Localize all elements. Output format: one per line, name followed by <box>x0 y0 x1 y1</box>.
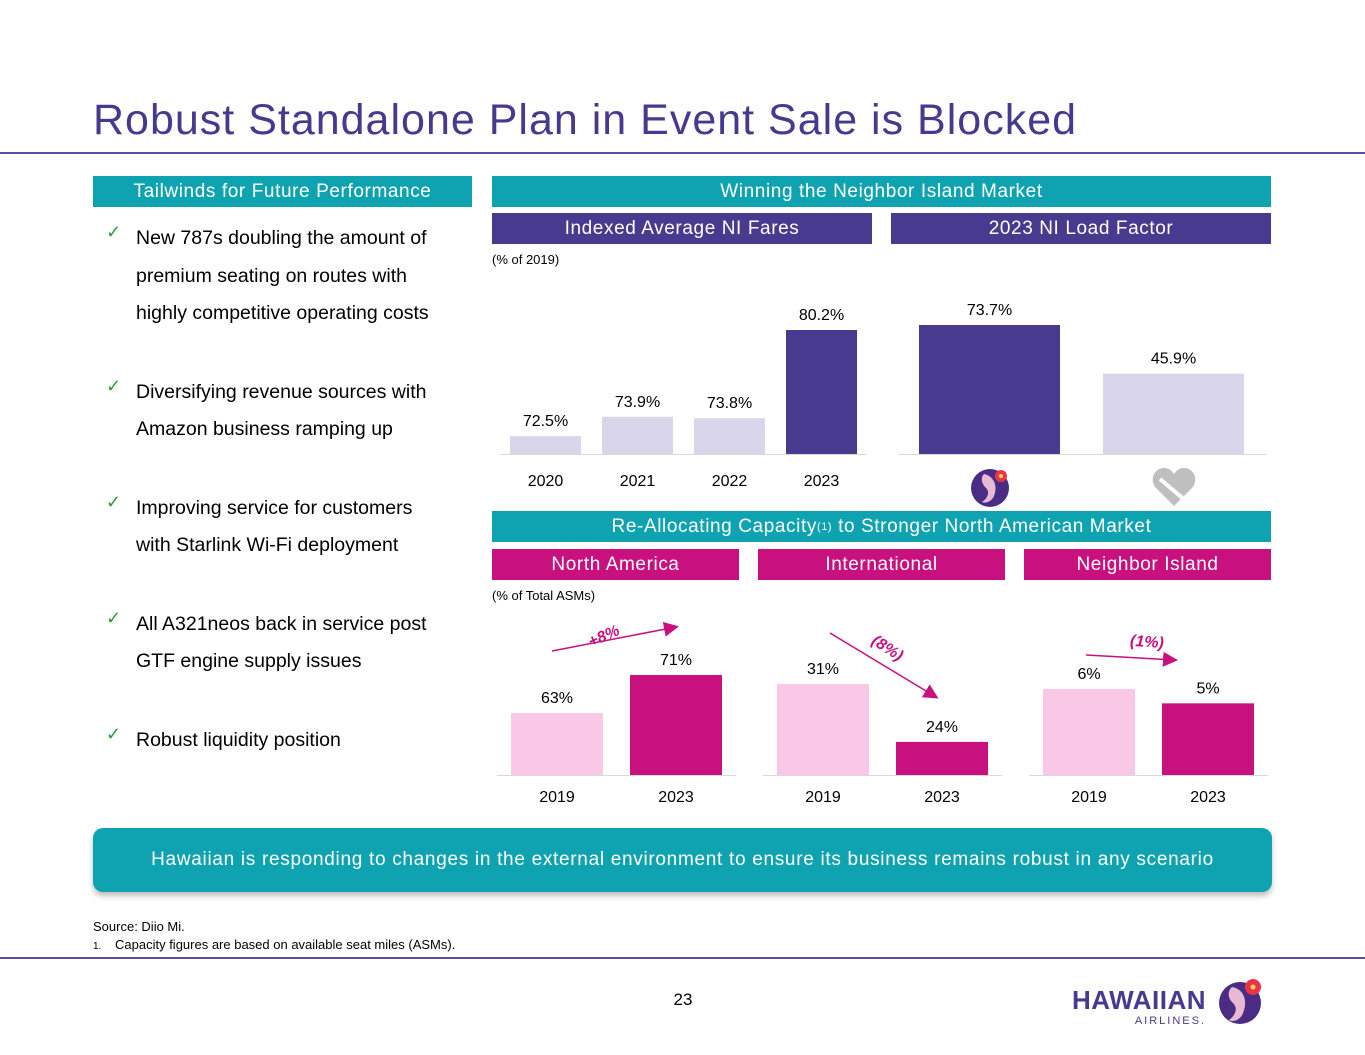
bar-2023 <box>1162 703 1254 775</box>
change-arrow <box>1085 651 1178 667</box>
fares-note: (% of 2019) <box>492 252 560 267</box>
capacity-header-post: to Stronger North American Market <box>832 515 1152 537</box>
bar-value-label: 73.8% <box>707 395 752 412</box>
bar-value-label: 63% <box>541 690 573 707</box>
check-icon: ✓ <box>106 222 122 242</box>
x-tick-label: 2023 <box>1190 789 1226 806</box>
footnote-ref: (1) <box>816 520 833 533</box>
bar-2021 <box>602 416 673 454</box>
x-tick-label: 2020 <box>528 473 564 490</box>
source-note: Source: Diio Mi. <box>93 919 185 934</box>
bar-value-label: 71% <box>660 652 692 669</box>
bar-hawaiian <box>919 325 1060 454</box>
reallocating-capacity-header: Re-Allocating Capacity (1) to Stronger No… <box>492 511 1271 542</box>
tailwind-bullet: ✓ Diversifying revenue sources with Amazon… <box>93 374 473 449</box>
north-america-header: North America <box>492 549 739 580</box>
bar-2023 <box>896 741 988 775</box>
bar-2023 <box>630 675 722 775</box>
bullet-line: New 787s doubling the amount of <box>136 227 427 249</box>
title-divider <box>0 152 1365 154</box>
x-tick-label: 2019 <box>1071 789 1107 806</box>
x-tick-label: 2021 <box>620 473 656 490</box>
bar-value-label: 45.9% <box>1151 351 1196 368</box>
x-tick-label: 2023 <box>804 473 840 490</box>
bar-2020 <box>510 436 581 454</box>
bar-2022 <box>694 418 765 454</box>
change-arrow <box>551 621 679 652</box>
hawaiian-airlines-logo: HAWAIIAN AIRLINES. <box>1072 985 1206 1027</box>
page-number: 23 <box>673 990 693 1009</box>
footnote-number: 1. <box>93 941 102 952</box>
footer-divider <box>0 957 1365 959</box>
x-tick-label: 2019 <box>539 789 575 806</box>
bar-value-label: 72.5% <box>523 413 568 430</box>
asm-note: (% of Total ASMs) <box>492 588 596 603</box>
bullet-line: GTF engine supply issues <box>136 650 362 672</box>
logo-mark-icon <box>1219 979 1261 1024</box>
bullet-line: All A321neos back in service post <box>136 612 427 635</box>
bar-value-label: 6% <box>1077 666 1100 683</box>
bar-competitor <box>1103 373 1244 454</box>
tailwind-bullet: ✓ Improving service for customers with Sta… <box>93 490 473 565</box>
check-icon: ✓ <box>106 491 122 512</box>
neighbor-island-sub-header: Neighbor Island <box>1024 549 1271 580</box>
tailwinds-list: ✓ New 787s doubling the amount of premium … <box>93 220 473 800</box>
bar-value-label: 73.9% <box>615 394 660 411</box>
tailwind-bullet: ✓ New 787s doubling the amount of premium … <box>93 220 473 333</box>
international-header: International <box>758 549 1005 580</box>
footnote: 1. Capacity figures are based on availabl… <box>93 937 455 952</box>
bar-2019 <box>1043 689 1135 775</box>
bullet-line: highly competitive operating costs <box>136 302 429 324</box>
bar-2019 <box>511 713 603 775</box>
bar-value-label: 80.2% <box>799 307 844 324</box>
gray-heart-icon <box>1152 468 1196 506</box>
capacity-header-pre: Re-Allocating Capacity <box>611 515 817 537</box>
bar-value-label: 73.7% <box>967 302 1012 319</box>
bar-2023 <box>786 330 857 454</box>
logo-sub: AIRLINES. <box>1134 1015 1206 1027</box>
page-title: Robust Standalone Plan in Event Sale is … <box>93 96 1078 144</box>
bullet-line: Amazon business ramping up <box>136 418 393 440</box>
check-icon: ✓ <box>106 723 122 744</box>
bullet-line: Diversifying revenue sources with <box>136 380 427 403</box>
logo-name: HAWAIIAN <box>1072 985 1206 1015</box>
change-arrow <box>829 632 939 699</box>
bar-value-label: 24% <box>926 719 958 736</box>
bullet-line: with Starlink Wi-Fi deployment <box>136 534 399 556</box>
check-icon: ✓ <box>106 375 122 396</box>
hawaiian-logo-icon <box>971 469 1009 507</box>
bullet-line: Robust liquidity position <box>136 728 341 751</box>
bullet-line: Improving service for customers <box>136 496 413 519</box>
ni-load-factor-header: 2023 NI Load Factor <box>891 213 1271 244</box>
bar-value-label: 31% <box>807 661 839 678</box>
x-tick-label: 2022 <box>712 473 748 490</box>
x-tick-label: 2019 <box>805 789 841 806</box>
tailwind-bullet: ✓ Robust liquidity position <box>93 722 473 760</box>
bar-2019 <box>777 684 869 775</box>
footnote-text: Capacity figures are based on available … <box>115 937 456 952</box>
ni-fares-header: Indexed Average NI Fares <box>492 213 872 244</box>
neighbor-island-header: Winning the Neighbor Island Market <box>492 176 1271 207</box>
x-tick-label: 2023 <box>658 789 694 806</box>
check-icon: ✓ <box>106 607 122 628</box>
tailwind-bullet: ✓ All A321neos back in service post GTF en… <box>93 606 473 681</box>
tailwinds-header: Tailwinds for Future Performance <box>93 176 472 207</box>
x-tick-label: 2023 <box>924 789 960 806</box>
summary-banner: Hawaiian is responding to changes in the… <box>93 828 1272 892</box>
neighbor-island-change: (1%) <box>1129 632 1165 653</box>
bar-value-label: 5% <box>1196 680 1219 697</box>
bullet-line: premium seating on routes with <box>136 264 407 287</box>
